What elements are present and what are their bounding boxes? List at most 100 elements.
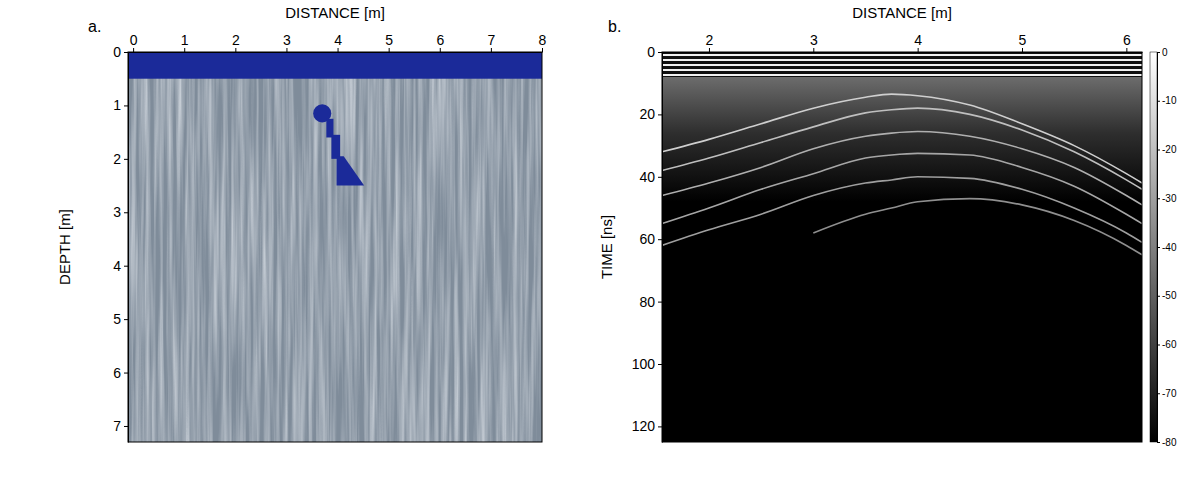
tick-label: 1 — [113, 97, 121, 113]
panel-letter: b. — [608, 18, 621, 35]
tick-mark — [124, 319, 128, 320]
tick-mark — [658, 52, 662, 53]
tick-mark — [1157, 150, 1160, 151]
axis-line — [129, 52, 543, 53]
tick: 6 — [113, 365, 128, 381]
tick: 0 — [113, 44, 128, 60]
tick: 80 — [639, 294, 662, 310]
tick-mark — [542, 48, 543, 52]
tick-label: 0 — [113, 44, 121, 60]
tick-mark — [124, 373, 128, 374]
tick-label: 1 — [181, 32, 189, 48]
tick-label: -70 — [1162, 388, 1177, 399]
tick: 1 — [113, 97, 128, 113]
tick-mark — [1157, 442, 1160, 443]
tick: 2 — [706, 32, 714, 52]
y-axis-title: TIME [ns] — [598, 215, 615, 279]
axis: 012345678 — [129, 32, 547, 53]
tick-label: 2 — [113, 151, 121, 167]
tick-label: -50 — [1162, 290, 1177, 301]
tick: 20 — [639, 106, 662, 122]
axis-line — [128, 53, 129, 443]
tick-mark — [235, 48, 236, 52]
tick-mark — [813, 48, 814, 52]
background — [662, 52, 1142, 442]
tick: 6 — [1123, 32, 1131, 52]
tick-label: 2 — [232, 32, 240, 48]
axis-line — [662, 53, 663, 443]
plot-area — [128, 52, 542, 442]
tick-label: 4 — [334, 32, 342, 48]
tick: 3 — [283, 32, 291, 52]
tick: 4 — [334, 32, 342, 52]
object-polygon — [331, 135, 340, 159]
tick-label: -80 — [1162, 437, 1177, 448]
tick: 100 — [632, 356, 662, 372]
tick: 1 — [181, 32, 189, 52]
tick-mark — [1022, 48, 1023, 52]
tick: 7 — [487, 32, 495, 52]
tick-mark — [491, 48, 492, 52]
tick: -20 — [1157, 144, 1177, 155]
tick: -50 — [1157, 290, 1177, 301]
tick-mark — [1157, 393, 1160, 394]
x-axis-title: DISTANCE [m] — [285, 4, 385, 21]
figure: 01234567801234567DISTANCE [m]DEPTH [m]a.… — [0, 0, 1194, 492]
tick: -30 — [1157, 193, 1177, 204]
tick: 5 — [1019, 32, 1027, 52]
tick-mark — [124, 52, 128, 53]
tick: 3 — [810, 32, 818, 52]
axis: 0 1 2 3 4 5 6 7 — [113, 44, 128, 443]
tick-mark — [658, 302, 662, 303]
reflection-hyperbola — [662, 94, 1142, 183]
tick-label: 4 — [113, 258, 121, 274]
tick-label: 120 — [632, 418, 656, 434]
tick: 60 — [639, 231, 662, 247]
tick: 5 — [113, 311, 128, 327]
tick-label: -30 — [1162, 193, 1177, 204]
tick-mark — [658, 177, 662, 178]
tick-label: 100 — [632, 356, 656, 372]
direct-wave-tail — [662, 77, 1142, 202]
tick-label: 60 — [639, 231, 655, 247]
tick-mark — [124, 212, 128, 213]
direct-wave — [662, 52, 1142, 77]
tick-label: 0 — [647, 44, 655, 60]
top-layer — [128, 52, 542, 79]
tick-label: 7 — [487, 32, 495, 48]
reflection-hyperbola — [662, 153, 1142, 223]
object-polygon — [326, 119, 333, 138]
tick-mark — [658, 114, 662, 115]
tick: 0 — [1157, 47, 1168, 58]
tick-label: 2 — [706, 32, 714, 48]
tick: 0 — [647, 44, 662, 60]
axis: 0-10-20-30-40-50-60-70-80 — [1157, 47, 1177, 448]
tick-mark — [338, 48, 339, 52]
reflection-hyperbola — [662, 177, 1142, 246]
tick-mark — [1157, 345, 1160, 346]
tick: -10 — [1157, 95, 1177, 106]
tick-mark — [709, 48, 710, 52]
axis: 020406080100120 — [632, 44, 663, 443]
panel-b: 23456020406080100120DISTANCE [m]TIME [ns… — [598, 4, 1177, 448]
tick-mark — [124, 266, 128, 267]
tick-label: 0 — [130, 32, 138, 48]
tick-label: 3 — [113, 204, 121, 220]
object-polygon — [337, 156, 365, 185]
tick-label: 4 — [914, 32, 922, 48]
tick-mark — [1157, 101, 1160, 102]
tick-label: 80 — [639, 294, 655, 310]
tick: -70 — [1157, 388, 1177, 399]
plot-area — [662, 52, 1142, 442]
tick-mark — [124, 426, 128, 427]
tick-mark — [124, 105, 128, 106]
tick-mark — [918, 48, 919, 52]
colorbar — [1150, 52, 1157, 442]
background — [128, 52, 542, 442]
tick-mark — [389, 48, 390, 52]
tick-label: 6 — [113, 365, 121, 381]
tick-label: 5 — [385, 32, 393, 48]
panel-letter: a. — [88, 18, 101, 35]
tick: 7 — [113, 418, 128, 434]
tick-mark — [184, 48, 185, 52]
